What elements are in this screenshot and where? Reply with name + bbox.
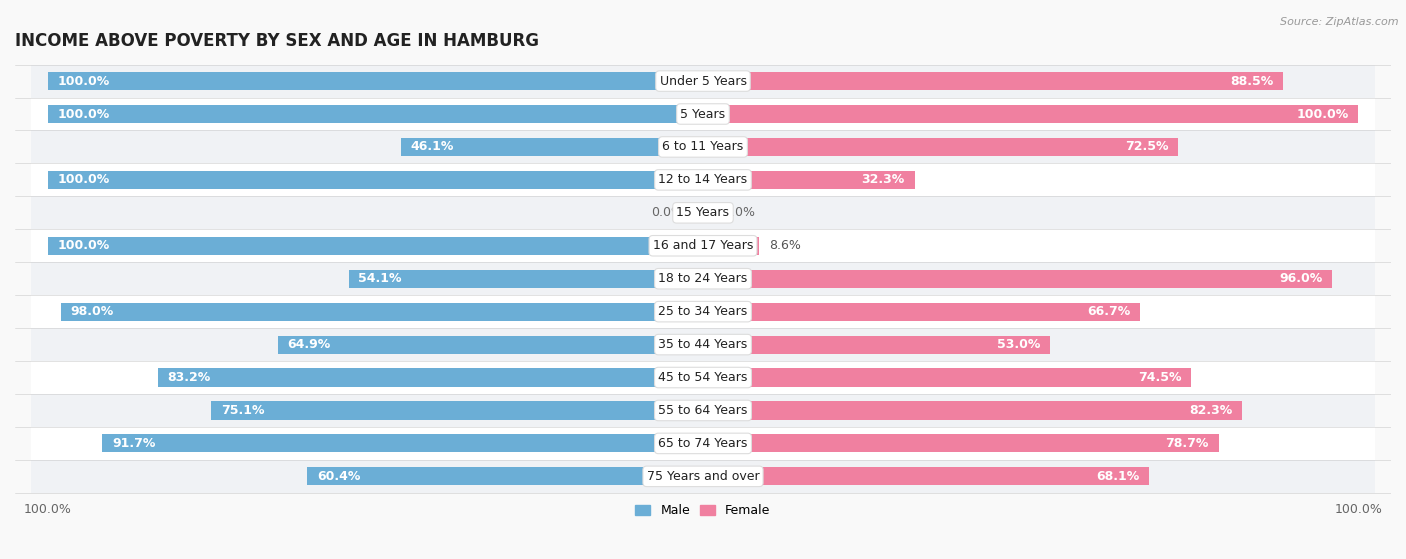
Text: 54.1%: 54.1% bbox=[359, 272, 402, 285]
Text: 60.4%: 60.4% bbox=[318, 470, 360, 483]
Text: 0.0%: 0.0% bbox=[723, 206, 755, 219]
Bar bbox=[308, 467, 703, 485]
Bar bbox=[211, 401, 703, 419]
Bar bbox=[703, 105, 1358, 123]
Bar bbox=[31, 460, 1375, 493]
Bar bbox=[60, 302, 703, 321]
Text: 82.3%: 82.3% bbox=[1189, 404, 1233, 417]
Text: 88.5%: 88.5% bbox=[1230, 74, 1272, 88]
Bar bbox=[31, 163, 1375, 196]
Bar bbox=[703, 467, 1149, 485]
Bar bbox=[703, 368, 1191, 387]
Text: 32.3%: 32.3% bbox=[862, 173, 905, 186]
Bar bbox=[31, 361, 1375, 394]
Text: 72.5%: 72.5% bbox=[1125, 140, 1168, 154]
Legend: Male, Female: Male, Female bbox=[630, 499, 776, 522]
Bar bbox=[48, 105, 703, 123]
Bar bbox=[31, 97, 1375, 130]
Bar bbox=[703, 171, 915, 189]
Bar bbox=[703, 236, 759, 255]
Text: 83.2%: 83.2% bbox=[167, 371, 211, 384]
Text: 68.1%: 68.1% bbox=[1097, 470, 1139, 483]
Bar bbox=[31, 196, 1375, 229]
Text: 100.0%: 100.0% bbox=[58, 107, 110, 121]
Text: 100.0%: 100.0% bbox=[58, 173, 110, 186]
Text: 18 to 24 Years: 18 to 24 Years bbox=[658, 272, 748, 285]
Text: 25 to 34 Years: 25 to 34 Years bbox=[658, 305, 748, 318]
Text: 75.1%: 75.1% bbox=[221, 404, 264, 417]
Bar bbox=[703, 401, 1243, 419]
Text: 91.7%: 91.7% bbox=[112, 437, 155, 450]
Text: 74.5%: 74.5% bbox=[1137, 371, 1181, 384]
Bar bbox=[703, 434, 1219, 452]
Text: 98.0%: 98.0% bbox=[70, 305, 114, 318]
Bar bbox=[349, 269, 703, 288]
Text: 75 Years and over: 75 Years and over bbox=[647, 470, 759, 483]
Text: 78.7%: 78.7% bbox=[1166, 437, 1209, 450]
Text: 35 to 44 Years: 35 to 44 Years bbox=[658, 338, 748, 351]
Text: 100.0%: 100.0% bbox=[58, 239, 110, 252]
Bar bbox=[703, 72, 1282, 90]
Bar bbox=[31, 262, 1375, 295]
Text: 12 to 14 Years: 12 to 14 Years bbox=[658, 173, 748, 186]
Bar bbox=[401, 138, 703, 156]
Text: 65 to 74 Years: 65 to 74 Years bbox=[658, 437, 748, 450]
Bar bbox=[31, 130, 1375, 163]
Bar bbox=[703, 302, 1140, 321]
Bar bbox=[703, 138, 1178, 156]
Text: Under 5 Years: Under 5 Years bbox=[659, 74, 747, 88]
Text: 66.7%: 66.7% bbox=[1087, 305, 1130, 318]
Bar bbox=[278, 335, 703, 354]
Bar bbox=[703, 269, 1331, 288]
Text: Source: ZipAtlas.com: Source: ZipAtlas.com bbox=[1281, 17, 1399, 27]
Text: 100.0%: 100.0% bbox=[58, 74, 110, 88]
Text: 100.0%: 100.0% bbox=[1296, 107, 1348, 121]
Bar bbox=[703, 335, 1050, 354]
Bar bbox=[31, 295, 1375, 328]
Text: 55 to 64 Years: 55 to 64 Years bbox=[658, 404, 748, 417]
Bar bbox=[31, 427, 1375, 460]
Bar bbox=[48, 236, 703, 255]
Bar bbox=[31, 394, 1375, 427]
Text: 45 to 54 Years: 45 to 54 Years bbox=[658, 371, 748, 384]
Text: 0.0%: 0.0% bbox=[651, 206, 683, 219]
Text: INCOME ABOVE POVERTY BY SEX AND AGE IN HAMBURG: INCOME ABOVE POVERTY BY SEX AND AGE IN H… bbox=[15, 32, 538, 50]
Text: 6 to 11 Years: 6 to 11 Years bbox=[662, 140, 744, 154]
Bar bbox=[157, 368, 703, 387]
Text: 5 Years: 5 Years bbox=[681, 107, 725, 121]
Bar bbox=[48, 72, 703, 90]
Bar bbox=[31, 65, 1375, 97]
Bar bbox=[103, 434, 703, 452]
Text: 64.9%: 64.9% bbox=[288, 338, 330, 351]
Bar bbox=[48, 171, 703, 189]
Text: 53.0%: 53.0% bbox=[997, 338, 1040, 351]
Text: 16 and 17 Years: 16 and 17 Years bbox=[652, 239, 754, 252]
Bar bbox=[31, 229, 1375, 262]
Bar bbox=[31, 328, 1375, 361]
Text: 15 Years: 15 Years bbox=[676, 206, 730, 219]
Text: 46.1%: 46.1% bbox=[411, 140, 454, 154]
Text: 8.6%: 8.6% bbox=[769, 239, 801, 252]
Text: 96.0%: 96.0% bbox=[1279, 272, 1322, 285]
